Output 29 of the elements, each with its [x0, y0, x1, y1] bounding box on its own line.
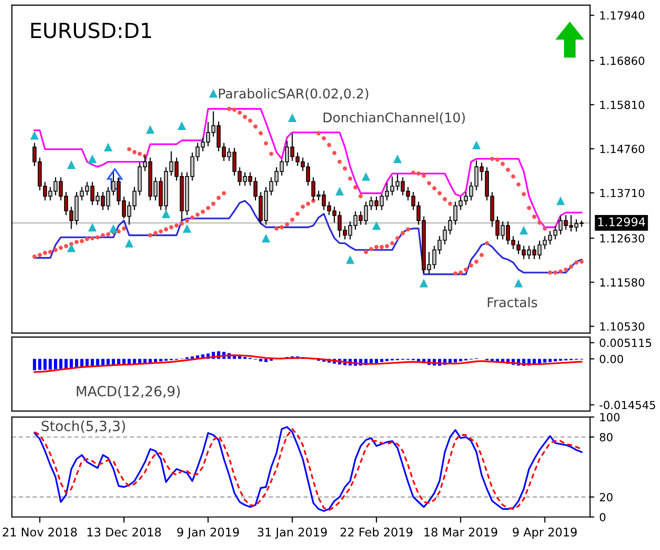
y-tick-label: -0.014545 [600, 400, 656, 410]
series-label: ParabolicSAR(0.02,0.2) [219, 88, 368, 100]
x-tick-label: 9 Apr 2019 [512, 528, 577, 539]
series-label: DonchianChannel(10) [324, 112, 465, 124]
x-tick-label: 31 Jan 2019 [258, 528, 327, 539]
y-tick-label: 80 [600, 432, 612, 442]
text: MACD(12,26,9) [76, 386, 180, 398]
y-tick-label: 1.16860 [600, 56, 644, 66]
x-tick-label: 22 Feb 2019 [340, 527, 412, 537]
x-tick-label: 9 Jan 2019 [177, 528, 239, 539]
y-tick-label: 1.13710 [600, 188, 644, 198]
chart-title: Stoch(5,3,3) [42, 420, 125, 433]
y-tick-label: 1.15810 [600, 100, 644, 110]
y-tick-label: 0.00 [600, 354, 624, 364]
text: EURUSD:D1 [31, 22, 152, 38]
y-tick-label: 20 [600, 492, 612, 502]
x-tick-label: 21 Nov 2018 [2, 528, 77, 537]
x-tick-label: 13 Dec 2018 [88, 528, 161, 537]
y-tick-label: 1.10530 [600, 322, 644, 331]
x-tick-label: 18 Mar 2019 [424, 528, 498, 537]
ref-line-label: 1.12994 [598, 217, 646, 226]
y-tick-label: 1.11580 [600, 278, 644, 287]
y-tick-label: 100 [600, 412, 620, 422]
y-tick-label: 0 [600, 512, 606, 522]
y-tick-label: 0.005115 [600, 338, 652, 348]
y-tick-label: 1.12630 [600, 234, 644, 243]
y-tick-label: 1.14760 [600, 144, 644, 154]
y-tick-label: 1.17940 [600, 11, 644, 20]
series-label: Fractals [488, 297, 538, 308]
